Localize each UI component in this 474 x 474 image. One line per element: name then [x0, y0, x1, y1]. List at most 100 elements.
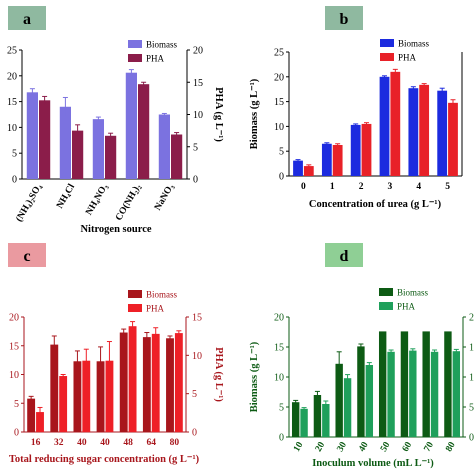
bar-pha-1: [59, 376, 68, 432]
x-tick-label: 70: [423, 440, 437, 453]
legend-label-biomass: Biomass: [146, 290, 178, 300]
y-tick-label: 0: [279, 433, 284, 444]
y2-tick-label: 5: [469, 403, 474, 414]
x-tick-label: 50: [379, 440, 393, 453]
bar-biomass-6: [166, 338, 174, 432]
y2-tick-label: 15: [469, 343, 474, 354]
bar-biomass-3: [125, 72, 137, 179]
y-tick-label: 5: [279, 403, 284, 414]
y2-tick-label: 0: [192, 428, 197, 439]
y2-tick-label: 5: [193, 142, 198, 153]
bar-pha-0: [36, 412, 44, 432]
chart-panel-c: c 0 5 10 15 20 0 5 10 15 16 32 40 40 48 64 80 Biomass PHA T…: [8, 243, 224, 465]
x-tick-label: 48: [123, 438, 133, 448]
bar-pha-4: [128, 326, 137, 432]
bar-biomass-5: [437, 90, 448, 176]
bar-pha-5: [448, 102, 458, 176]
chart-panel-b: b 0 5 10 15 20 25 0 1 2 3 4 5 Biomass PHA Concentration…: [249, 6, 463, 210]
x-tick-label: 60: [401, 440, 415, 453]
panel-label-box: [8, 6, 46, 30]
y-tick-label: 15: [274, 97, 284, 108]
bar-biomass-5: [400, 331, 409, 437]
x-axis-label: Nitrogen source: [80, 224, 151, 235]
bar-pha-7: [452, 351, 461, 437]
y-tick-label: 25: [7, 46, 17, 57]
bar-pha-1: [332, 145, 343, 176]
panel-label: d: [340, 248, 349, 265]
x-tick-label: 32: [54, 438, 64, 448]
x-tick-label: 40: [357, 440, 371, 453]
x-tick-label: 10: [292, 440, 306, 453]
y2-tick-label: 10: [192, 351, 202, 362]
y-tick-label: 10: [274, 373, 284, 384]
legend-swatch-biomass: [128, 290, 142, 298]
x-tick-label: 4: [416, 182, 421, 192]
bar-pha-0: [39, 100, 51, 179]
bar-pha-4: [387, 351, 395, 437]
x-tick-label: (NH₄)₂SO₄: [14, 182, 44, 224]
legend-swatch-pha: [379, 302, 393, 310]
x-tick-label: 5: [445, 182, 450, 192]
y-tick-label: 20: [7, 71, 17, 82]
legend-swatch-biomass: [380, 39, 394, 47]
bar-pha-2: [361, 123, 372, 176]
y-axis-label: Biomass (g L⁻¹): [249, 341, 260, 412]
y-tick-label: 15: [274, 343, 284, 354]
y2-tick-label: 20: [193, 46, 203, 57]
y2-tick-label: 20: [469, 313, 474, 324]
bar-biomass-2: [92, 119, 104, 179]
bar-pha-3: [105, 360, 114, 432]
panel-label-box: [8, 243, 46, 267]
legend-label-pha: PHA: [398, 53, 417, 63]
bar-pha-2: [343, 378, 352, 437]
bar-biomass-4: [408, 88, 419, 176]
x-tick-label: CO(NH₂)₂: [113, 182, 143, 223]
y-tick-label: 0: [12, 175, 17, 186]
x-tick-label: 30: [336, 440, 350, 453]
y2-tick-label: 5: [192, 389, 197, 400]
bar-pha-0: [300, 408, 308, 437]
bar-pha-4: [419, 84, 430, 176]
y2-tick-label: 15: [193, 78, 203, 89]
y2-axis-label: PHA (g L⁻¹): [213, 87, 224, 142]
x-tick-label: NH₄Cl: [55, 182, 77, 210]
x-tick-label: 1: [330, 182, 335, 192]
legend-label-biomass: Biomass: [398, 39, 430, 49]
legend-label-pha: PHA: [146, 54, 165, 64]
x-tick-label: NaNO₃: [153, 182, 176, 212]
bar-pha-3: [138, 84, 150, 179]
y2-tick-label: 10: [469, 373, 474, 384]
bar-pha-1: [322, 404, 330, 437]
y2-axis-label: PHA (g L⁻¹): [213, 347, 224, 402]
bar-pha-6: [174, 333, 183, 432]
bar-biomass-2: [350, 124, 361, 176]
y-tick-label: 5: [279, 147, 284, 158]
x-tick-label: 0: [301, 182, 306, 192]
y-tick-label: 10: [274, 122, 284, 133]
x-axis-label: Inoculum volume (mL L⁻¹): [312, 458, 434, 469]
y-tick-label: 5: [12, 149, 17, 160]
y-tick-label: 10: [9, 370, 19, 381]
y-axis-label: Biomass (g L⁻¹): [249, 78, 260, 149]
legend-swatch-biomass: [379, 288, 393, 296]
y-tick-label: 0: [279, 172, 284, 183]
legend-swatch-pha: [128, 54, 142, 62]
y-tick-label: 15: [7, 97, 17, 108]
y-tick-label: 5: [14, 399, 19, 410]
bar-biomass-1: [321, 143, 332, 176]
panel-label-box: [325, 6, 363, 30]
bar-biomass-6: [422, 331, 430, 437]
bar-pha-2: [82, 360, 91, 432]
x-tick-label: 40: [77, 438, 87, 448]
x-tick-label: 20: [314, 440, 328, 453]
y-tick-label: 20: [274, 313, 284, 324]
x-tick-label: 2: [359, 182, 364, 192]
bar-biomass-0: [293, 160, 303, 176]
bar-biomass-2: [335, 363, 343, 437]
y-tick-label: 0: [14, 428, 19, 439]
legend-label-biomass: Biomass: [146, 40, 178, 50]
panel-label-box: [325, 243, 363, 267]
bar-pha-5: [409, 350, 417, 437]
y2-tick-label: 0: [469, 433, 474, 444]
y2-tick-label: 0: [193, 175, 198, 186]
